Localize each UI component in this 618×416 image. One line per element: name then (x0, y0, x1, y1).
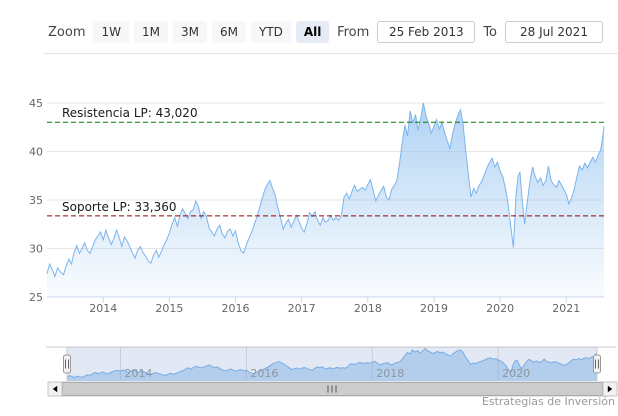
plot-area[interactable] (47, 70, 604, 297)
navigator-area-series (67, 348, 597, 381)
from-label: From (337, 24, 370, 40)
main-chart: 25 30 35 40 45 2014 2015 2016 2017 2018 2019 2020 20… (29, 70, 605, 315)
navigator-year-label: 2014 (125, 367, 153, 380)
x-axis-label: 2021 (552, 302, 580, 315)
scrollbar-right-button[interactable] (602, 381, 618, 397)
price-line (46, 102, 605, 279)
handle-grip-body[interactable] (63, 354, 71, 374)
resistance-label: Resistencia LP: 43,020 (62, 106, 198, 120)
x-axis-label: 2015 (155, 302, 183, 315)
credits-link[interactable]: Estrategias de Inversión (481, 395, 615, 408)
range-button-ytd[interactable]: YTD (250, 21, 291, 43)
x-axis-label: 2020 (486, 302, 514, 315)
price-area-series (47, 103, 604, 297)
y-axis-label: 45 (29, 97, 43, 110)
navigator-line (66, 347, 598, 379)
range-button-1w[interactable]: 1W (93, 21, 129, 43)
x-axis-label: 2016 (222, 302, 250, 315)
range-button-6m[interactable]: 6M (211, 21, 246, 43)
to-label: To (483, 24, 497, 40)
support-label: Soporte LP: 33,360 (62, 200, 177, 214)
y-axis-label: 25 (29, 291, 43, 304)
handle-grip-body[interactable] (593, 354, 601, 374)
range-selector: 1W 1M 3M 6M YTD All (93, 21, 334, 43)
zoom-label: Zoom (48, 24, 86, 40)
date-range-group: From To (337, 21, 603, 43)
x-axis-label: 2017 (288, 302, 316, 315)
navigator-year-label: 2018 (376, 367, 404, 380)
scrollbar-left-button[interactable] (47, 381, 63, 397)
x-axis-label: 2018 (354, 302, 382, 315)
to-date-input[interactable] (505, 21, 603, 43)
range-button-1m[interactable]: 1M (133, 21, 168, 43)
navigator-mask[interactable] (67, 347, 597, 381)
y-axis-label: 30 (29, 243, 43, 256)
y-axis-label: 35 (29, 194, 43, 207)
range-button-3m[interactable]: 3M (172, 21, 207, 43)
x-axis-label: 2019 (420, 302, 448, 315)
navigator: 2014 2016 2018 2020 (46, 346, 616, 381)
navigator-year-label: 2020 (502, 367, 530, 380)
toolbar-divider (43, 53, 618, 54)
left-arrow-icon (52, 385, 58, 393)
right-navigator-handle[interactable] (593, 354, 601, 374)
right-arrow-icon (607, 385, 613, 393)
navigator-year-label: 2016 (250, 367, 278, 380)
range-button-all[interactable]: All (295, 21, 330, 43)
from-date-input[interactable] (377, 21, 476, 43)
left-navigator-handle[interactable] (63, 354, 71, 374)
scrollbar (47, 381, 618, 397)
x-axis-label: 2014 (89, 302, 117, 315)
y-axis-label: 40 (29, 146, 43, 159)
